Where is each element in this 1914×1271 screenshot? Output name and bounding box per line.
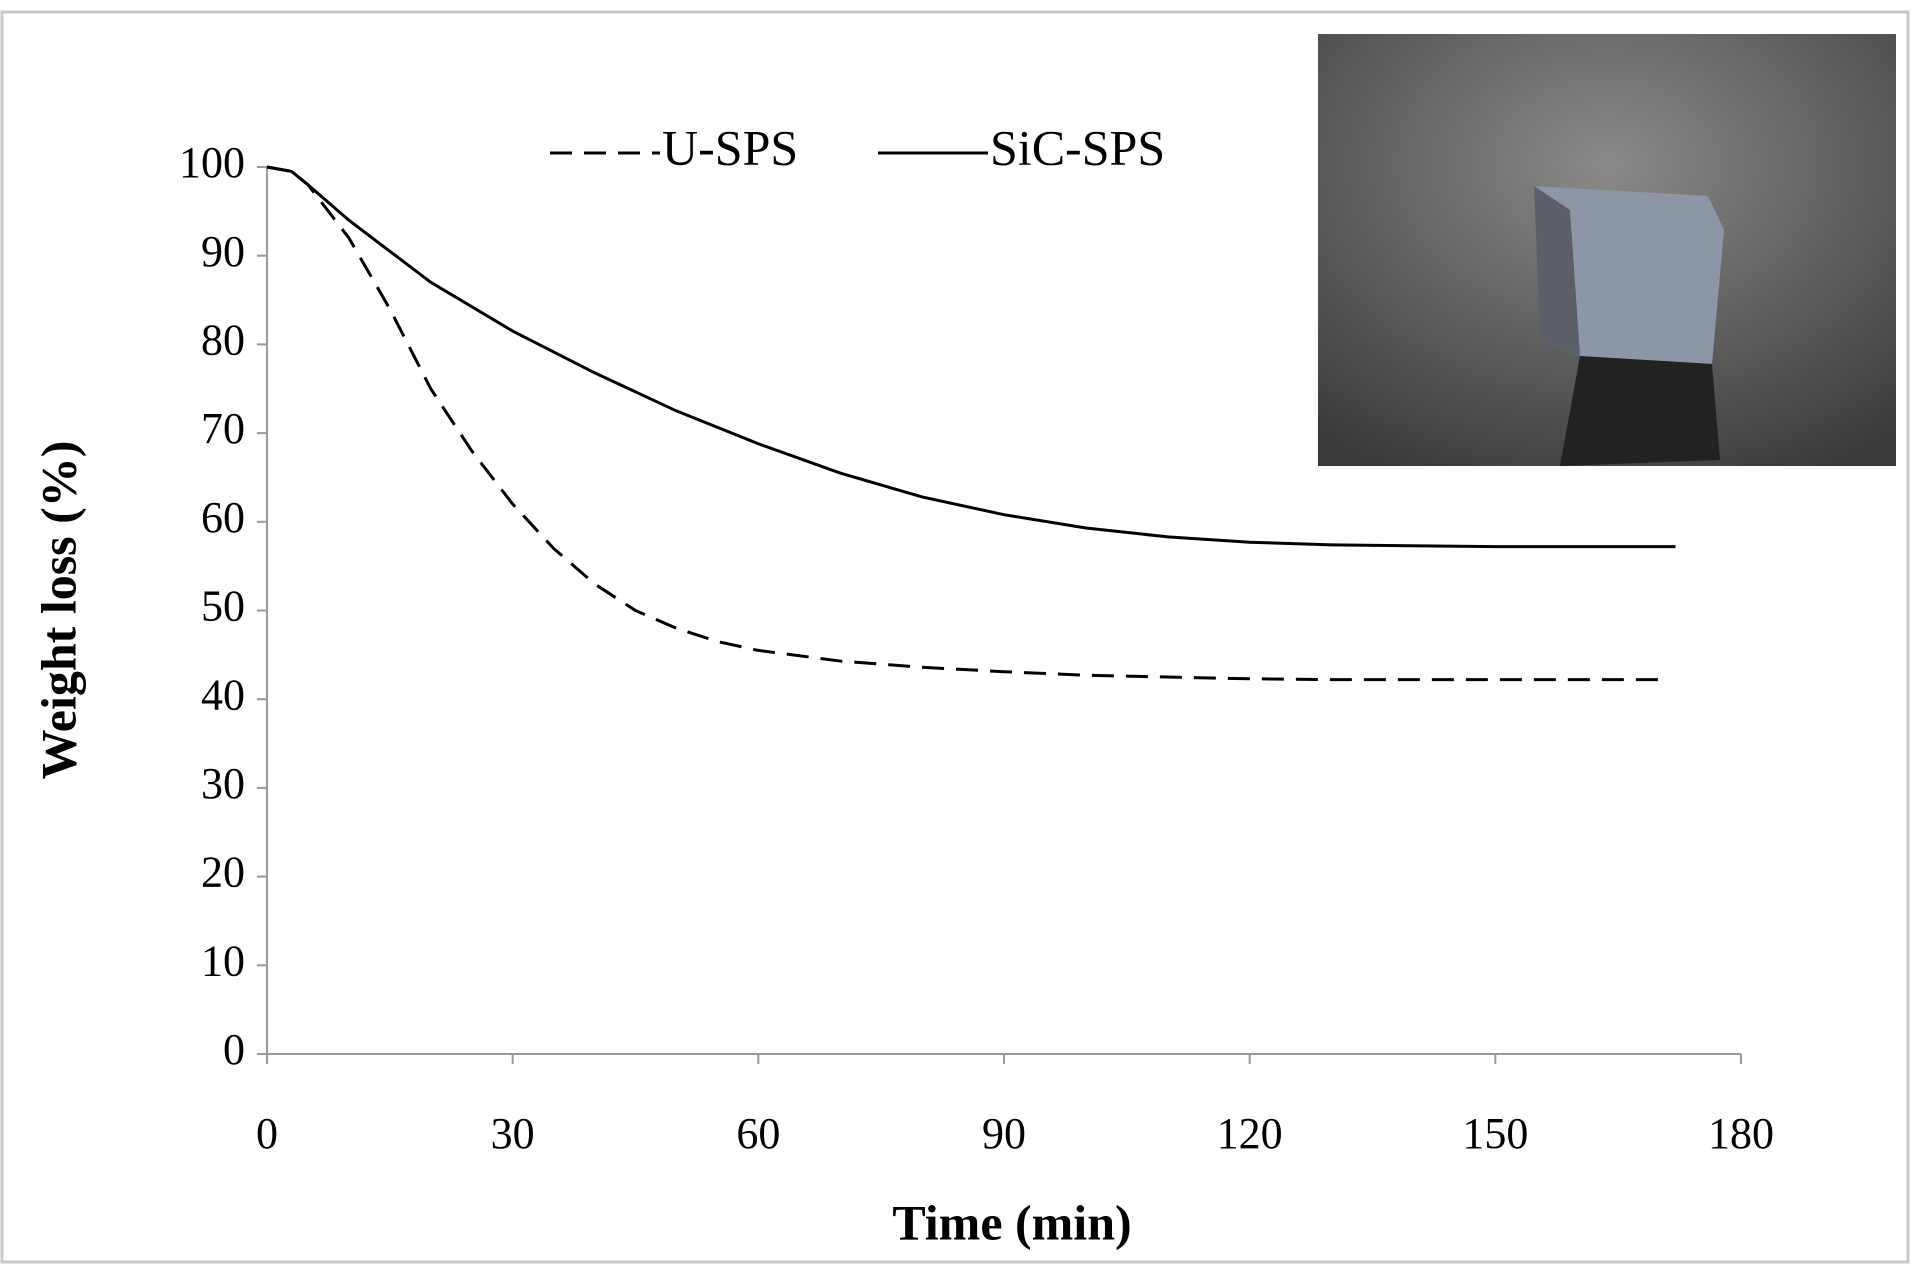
y-tick-label: 70 [201, 404, 245, 453]
x-tick-label: 60 [736, 1109, 780, 1158]
y-tick-label: 40 [201, 670, 245, 719]
x-tick-label: 30 [491, 1109, 535, 1158]
y-tick-label: 50 [201, 582, 245, 631]
y-tick-label: 60 [201, 493, 245, 542]
y-tick-label: 80 [201, 315, 245, 364]
x-axis-label: Time (min) [892, 1194, 1131, 1250]
y-tick-label: 0 [223, 1025, 245, 1074]
y-tick-label: 90 [201, 227, 245, 276]
y-axis-label: Weight loss (%) [30, 441, 86, 780]
x-tick-label: 150 [1462, 1109, 1528, 1158]
x-tick-label: 0 [256, 1109, 278, 1158]
legend-label: U-SPS [662, 119, 798, 175]
inset-photo [1318, 34, 1896, 466]
legend-label: SiC-SPS [990, 119, 1165, 175]
y-tick-label: 20 [201, 848, 245, 897]
x-tick-label: 180 [1708, 1109, 1774, 1158]
y-tick-label: 10 [201, 936, 245, 985]
y-tick-label: 30 [201, 759, 245, 808]
x-tick-label: 90 [982, 1109, 1026, 1158]
data-line [266, 165, 1676, 549]
y-tick-label: 100 [179, 138, 245, 187]
x-tick-label: 120 [1217, 1109, 1283, 1158]
data-line [266, 165, 1668, 682]
